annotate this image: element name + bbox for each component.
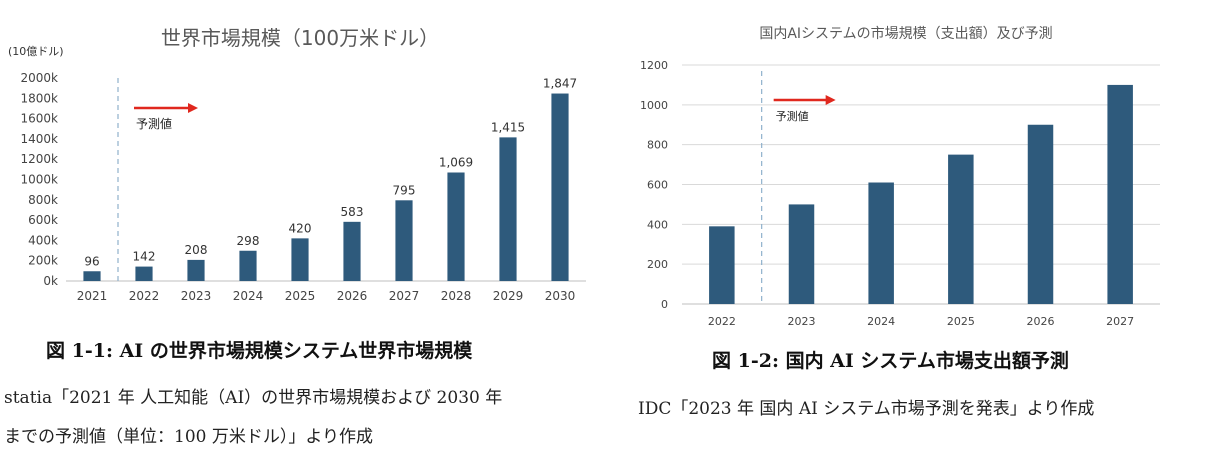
source-note-line-1: statia「2021 年 人工知能（AI）の世界市場規模および 2030 年 [4,388,503,408]
figure-1-2: 国内AIシステムの市場規模（支出額）及び予測 0 200 400 600 800 1000 1… [614,0,1214,476]
bar [551,93,569,281]
bar [395,200,413,281]
bar [291,238,309,281]
forecast-arrow-head [188,103,198,113]
x-tick-label: 2024 [867,315,895,328]
x-tick-label: 2024 [233,289,264,303]
y-tick-label: 1200k [21,152,59,166]
x-tick-label: 2022 [708,315,736,328]
y-tick-label: 1200 [640,59,668,72]
bar [343,221,361,281]
x-tick-label: 2022 [129,289,160,303]
y-tick-label: 1000 [640,99,668,112]
x-tick-label: 2025 [285,289,316,303]
world-ai-market-chart: 世界市場規模（100万米ドル） (10億ドル) 0k 200k 400k 600k 800k… [8,26,586,303]
figure-caption: 図 1-1: AI の世界市場規模システム世界市場規模 [46,340,473,362]
y-tick-label: 400k [28,233,58,247]
bar [499,137,517,281]
y-tick-label: 0 [661,298,668,311]
domestic-ai-market-chart: 国内AIシステムの市場規模（支出額）及び予測 0 200 400 600 800 1000 1… [640,25,1160,328]
chart-title: 国内AIシステムの市場規模（支出額）及び予測 [759,25,1052,42]
y-tick-label: 800k [28,193,58,207]
y-tick-label: 0k [43,274,58,288]
forecast-label: 予測値 [136,116,172,131]
bar [1107,84,1133,305]
data-label: 1,069 [439,155,473,169]
x-tick-label: 2023 [788,315,816,328]
y-tick-label: 1000k [21,173,59,187]
x-tick-label: 2029 [493,289,524,303]
data-label: 298 [237,234,260,248]
x-tick-label: 2026 [1027,315,1055,328]
data-label: 1,847 [543,77,577,91]
y-tick-label: 200 [647,258,668,271]
y-tick-label: 600 [647,179,668,192]
bar [788,204,815,304]
x-tick-label: 2027 [389,289,420,303]
data-label: 795 [393,183,416,197]
chart-title: 世界市場規模（100万米ドル） [161,26,439,50]
x-tick-label: 2026 [337,289,368,303]
bar [447,172,465,281]
y-tick-label: 800 [647,139,668,152]
source-note-line-2: までの予測値（単位：100 万米ドル）」より作成 [4,427,374,447]
x-tick-label: 2027 [1106,315,1134,328]
data-label: 96 [84,254,99,268]
y-tick-label: 200k [28,254,58,268]
data-label: 1,415 [491,120,525,134]
data-label: 420 [289,221,312,235]
bar [868,182,894,304]
bar [83,271,101,281]
forecast-label: 予測値 [776,109,809,123]
bar [948,154,974,304]
data-label: 583 [341,205,364,219]
x-tick-label: 2023 [181,289,212,303]
bar [1027,124,1054,304]
x-tick-label: 2025 [947,315,975,328]
x-tick-label: 2021 [77,289,108,303]
bar [135,266,153,281]
source-note: IDC「2023 年 国内 AI システム市場予測を発表」より作成 [638,399,1095,419]
bar [239,250,257,281]
y-tick-label: 400 [647,218,668,231]
y-tick-label: 600k [28,213,58,227]
bar [187,259,205,281]
figure-1-1: 世界市場規模（100万米ドル） (10億ドル) 0k 200k 400k 600k 800k… [0,0,600,476]
y-tick-label: 2000k [21,71,59,85]
x-tick-label: 2030 [545,289,576,303]
data-label: 208 [185,243,208,257]
y-tick-label: 1600k [21,112,59,126]
bar [709,226,735,304]
data-label: 142 [133,250,156,264]
forecast-arrow-head [825,95,836,105]
y-axis-unit-label: (10億ドル) [8,45,64,58]
y-tick-label: 1800k [21,91,59,105]
x-tick-label: 2028 [441,289,472,303]
y-tick-label: 1400k [21,132,59,146]
figure-caption: 図 1-2: 国内 AI システム市場支出額予測 [712,350,1069,372]
